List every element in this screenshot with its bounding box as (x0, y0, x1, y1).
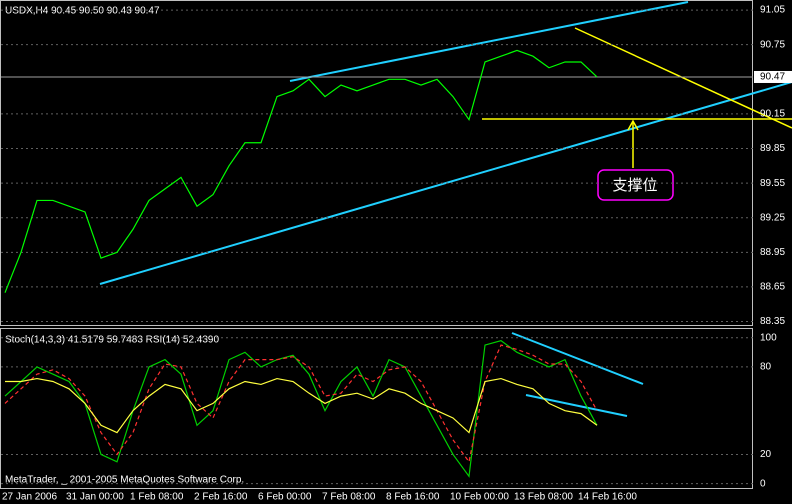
current-price-label: 90.47 (760, 72, 785, 83)
y-tick-label: 80 (760, 362, 772, 373)
series-line (5, 377, 598, 434)
y-tick-label: 90.15 (760, 109, 785, 120)
arrow-head (627, 119, 639, 131)
x-tick-label: 13 Feb 08:00 (514, 492, 573, 503)
x-tick-label: 6 Feb 00:00 (258, 492, 312, 503)
osc-trend-1 (511, 332, 644, 385)
x-tick-label: 8 Feb 16:00 (386, 492, 440, 503)
y-tick-label: 89.25 (760, 212, 785, 223)
price-box (754, 70, 792, 83)
channel-high (289, 1, 689, 82)
y-tick-label: 88.95 (760, 247, 785, 258)
y-tick-label: 90.75 (760, 39, 785, 50)
series-line (4, 340, 598, 478)
x-tick-label: 7 Feb 08:00 (322, 492, 376, 503)
osc-frame (0, 328, 753, 489)
y-tick-label: 89.85 (760, 143, 785, 154)
series-line (4, 49, 598, 293)
y-tick-label: 89.55 (760, 178, 785, 189)
y-tick-label: 91.05 (760, 5, 785, 16)
x-tick-label: 14 Feb 16:00 (578, 492, 637, 503)
chart-title: USDX,H4 90.45 90.50 90.43 90.47 (5, 6, 160, 17)
x-tick-label: 2 Feb 16:00 (194, 492, 248, 503)
annotation: 支撑位 (612, 177, 657, 194)
x-tick-label: 10 Feb 00:00 (450, 492, 509, 503)
y-tick-label: 88.35 (760, 316, 785, 327)
osc-title: Stoch(14,3,3) 41.5179 59.7483 RSI(14) 52… (5, 335, 219, 346)
y-tick-label: 88.65 (760, 282, 785, 293)
x-tick-label: 31 Jan 00:00 (66, 492, 124, 503)
price-frame (0, 0, 753, 326)
y-tick-label: 0 (760, 478, 766, 489)
x-tick-label: 1 Feb 08:00 (130, 492, 184, 503)
x-tick-label: 27 Jan 2006 (2, 492, 57, 503)
footer: MetaTrader, _ 2001-2005 MetaQuotes Softw… (5, 475, 244, 486)
annotation-box (597, 169, 674, 201)
y-tick-label: 100 (760, 332, 777, 343)
series-line (4, 344, 598, 464)
y-tick-label: 20 (760, 449, 772, 460)
